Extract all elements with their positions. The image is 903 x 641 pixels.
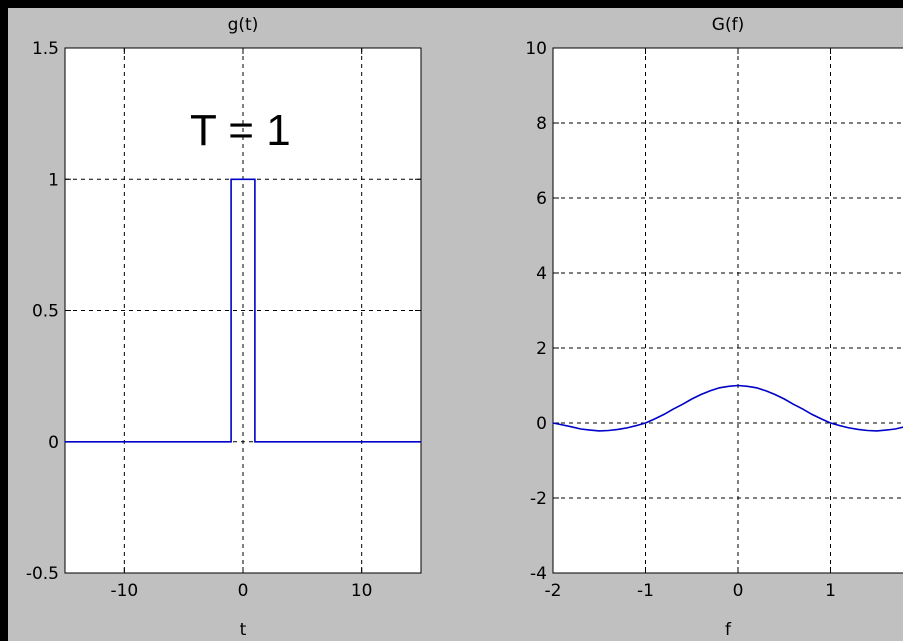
x-tick-label: 0 [733,581,744,601]
x-tick-label: 10 [351,581,373,601]
x-tick-label: -10 [110,581,138,601]
y-tick-label: 0 [48,433,59,453]
x-tick-label: 1 [825,581,836,601]
y-tick-label: 0.5 [32,302,59,322]
panel-G-of-f: -2 -1 0 1 2 -4 -2 0 2 4 6 8 10 G(f) f [525,15,903,640]
gridlines-G [553,48,903,573]
chart-title-g: g(t) [228,15,259,35]
y-tick-labels-G: -4 -2 0 2 4 6 8 10 [525,39,547,584]
panel-g-of-t: -10 0 10 -0.5 0 0.5 1 1.5 g(t) t T = 1 [26,15,422,640]
y-tick-label: 6 [536,189,547,209]
x-axis-label-t: t [240,620,247,640]
y-tick-label: 1 [48,170,59,190]
y-tick-label: -4 [530,564,547,584]
y-tick-label: 0 [536,414,547,434]
y-tick-label: 8 [536,114,547,134]
y-tick-label: 1.5 [32,39,59,59]
y-tick-label: 4 [536,264,547,284]
tick-marks-G [552,47,831,574]
x-tick-labels-g: -10 0 10 [110,581,372,601]
axes-frame-G [552,47,903,574]
y-tick-label: 2 [536,339,547,359]
x-tick-labels-G: -2-1012 [545,581,836,601]
y-tick-label: 10 [525,39,547,59]
y-tick-label: -0.5 [26,564,59,584]
x-axis-label-f: f [725,620,732,640]
chart-title-G: G(f) [712,15,744,35]
series-line [65,178,421,443]
y-tick-label: -2 [530,489,547,509]
annotation-t-equals-1: T = 1 [190,106,291,155]
tick-marks-g [65,47,421,574]
x-tick-label: -1 [637,581,654,601]
y-tick-labels-g: -0.5 0 0.5 1 1.5 [26,39,59,584]
series-line [552,384,903,432]
series-g [65,178,421,443]
x-tick-label: 0 [238,581,249,601]
x-tick-label: -2 [545,581,562,601]
series-G [552,384,903,432]
